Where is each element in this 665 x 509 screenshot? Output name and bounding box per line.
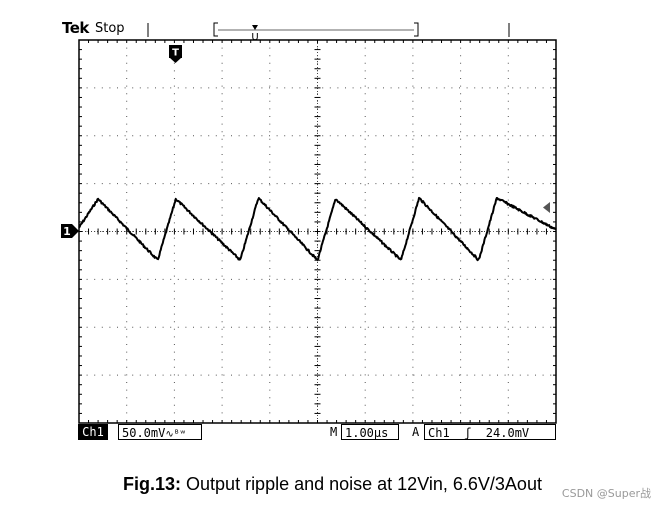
- channel-marker-label: 1: [63, 225, 71, 238]
- svg-text:U: U: [251, 32, 258, 43]
- trigger-readout: Ch1 ʃ 24.0mV: [424, 424, 556, 440]
- volts-per-div-value: 50.0mV: [122, 426, 166, 440]
- trigger-position-marker: T: [169, 45, 182, 63]
- main-timebase-label: M: [330, 425, 338, 439]
- bandwidth-limit-icon: ∿ᴮʷ: [165, 429, 186, 440]
- caption-text: Output ripple and noise at 12Vin, 6.6V/3…: [181, 474, 542, 494]
- figure-caption: Fig.13: Output ripple and noise at 12Vin…: [0, 474, 665, 495]
- graticule-grid: [78, 39, 557, 424]
- caption-label: Fig.13:: [123, 474, 182, 494]
- trigger-a-label: A: [412, 425, 420, 439]
- acquisition-state: Stop: [95, 21, 125, 36]
- waveform-trace: [78, 196, 557, 262]
- status-channel-label: Ch1: [78, 424, 108, 440]
- time-per-div-readout: 1.00µs: [341, 424, 399, 440]
- channel-1-marker: 1: [61, 224, 79, 238]
- trigger-position-bracket: [147, 22, 510, 37]
- trigger-time-marker-icon: U: [251, 25, 259, 43]
- trigger-marker-label: T: [172, 48, 179, 59]
- scope-brand: Tek: [62, 19, 89, 37]
- trigger-level-arrow-icon: [543, 202, 550, 213]
- volts-per-div-readout: 50.0mV∿ᴮʷ: [118, 424, 202, 440]
- waveform-line: [78, 196, 557, 262]
- oscilloscope-display: U T 1: [61, 22, 557, 424]
- watermark: CSDN @Super战: [561, 487, 651, 500]
